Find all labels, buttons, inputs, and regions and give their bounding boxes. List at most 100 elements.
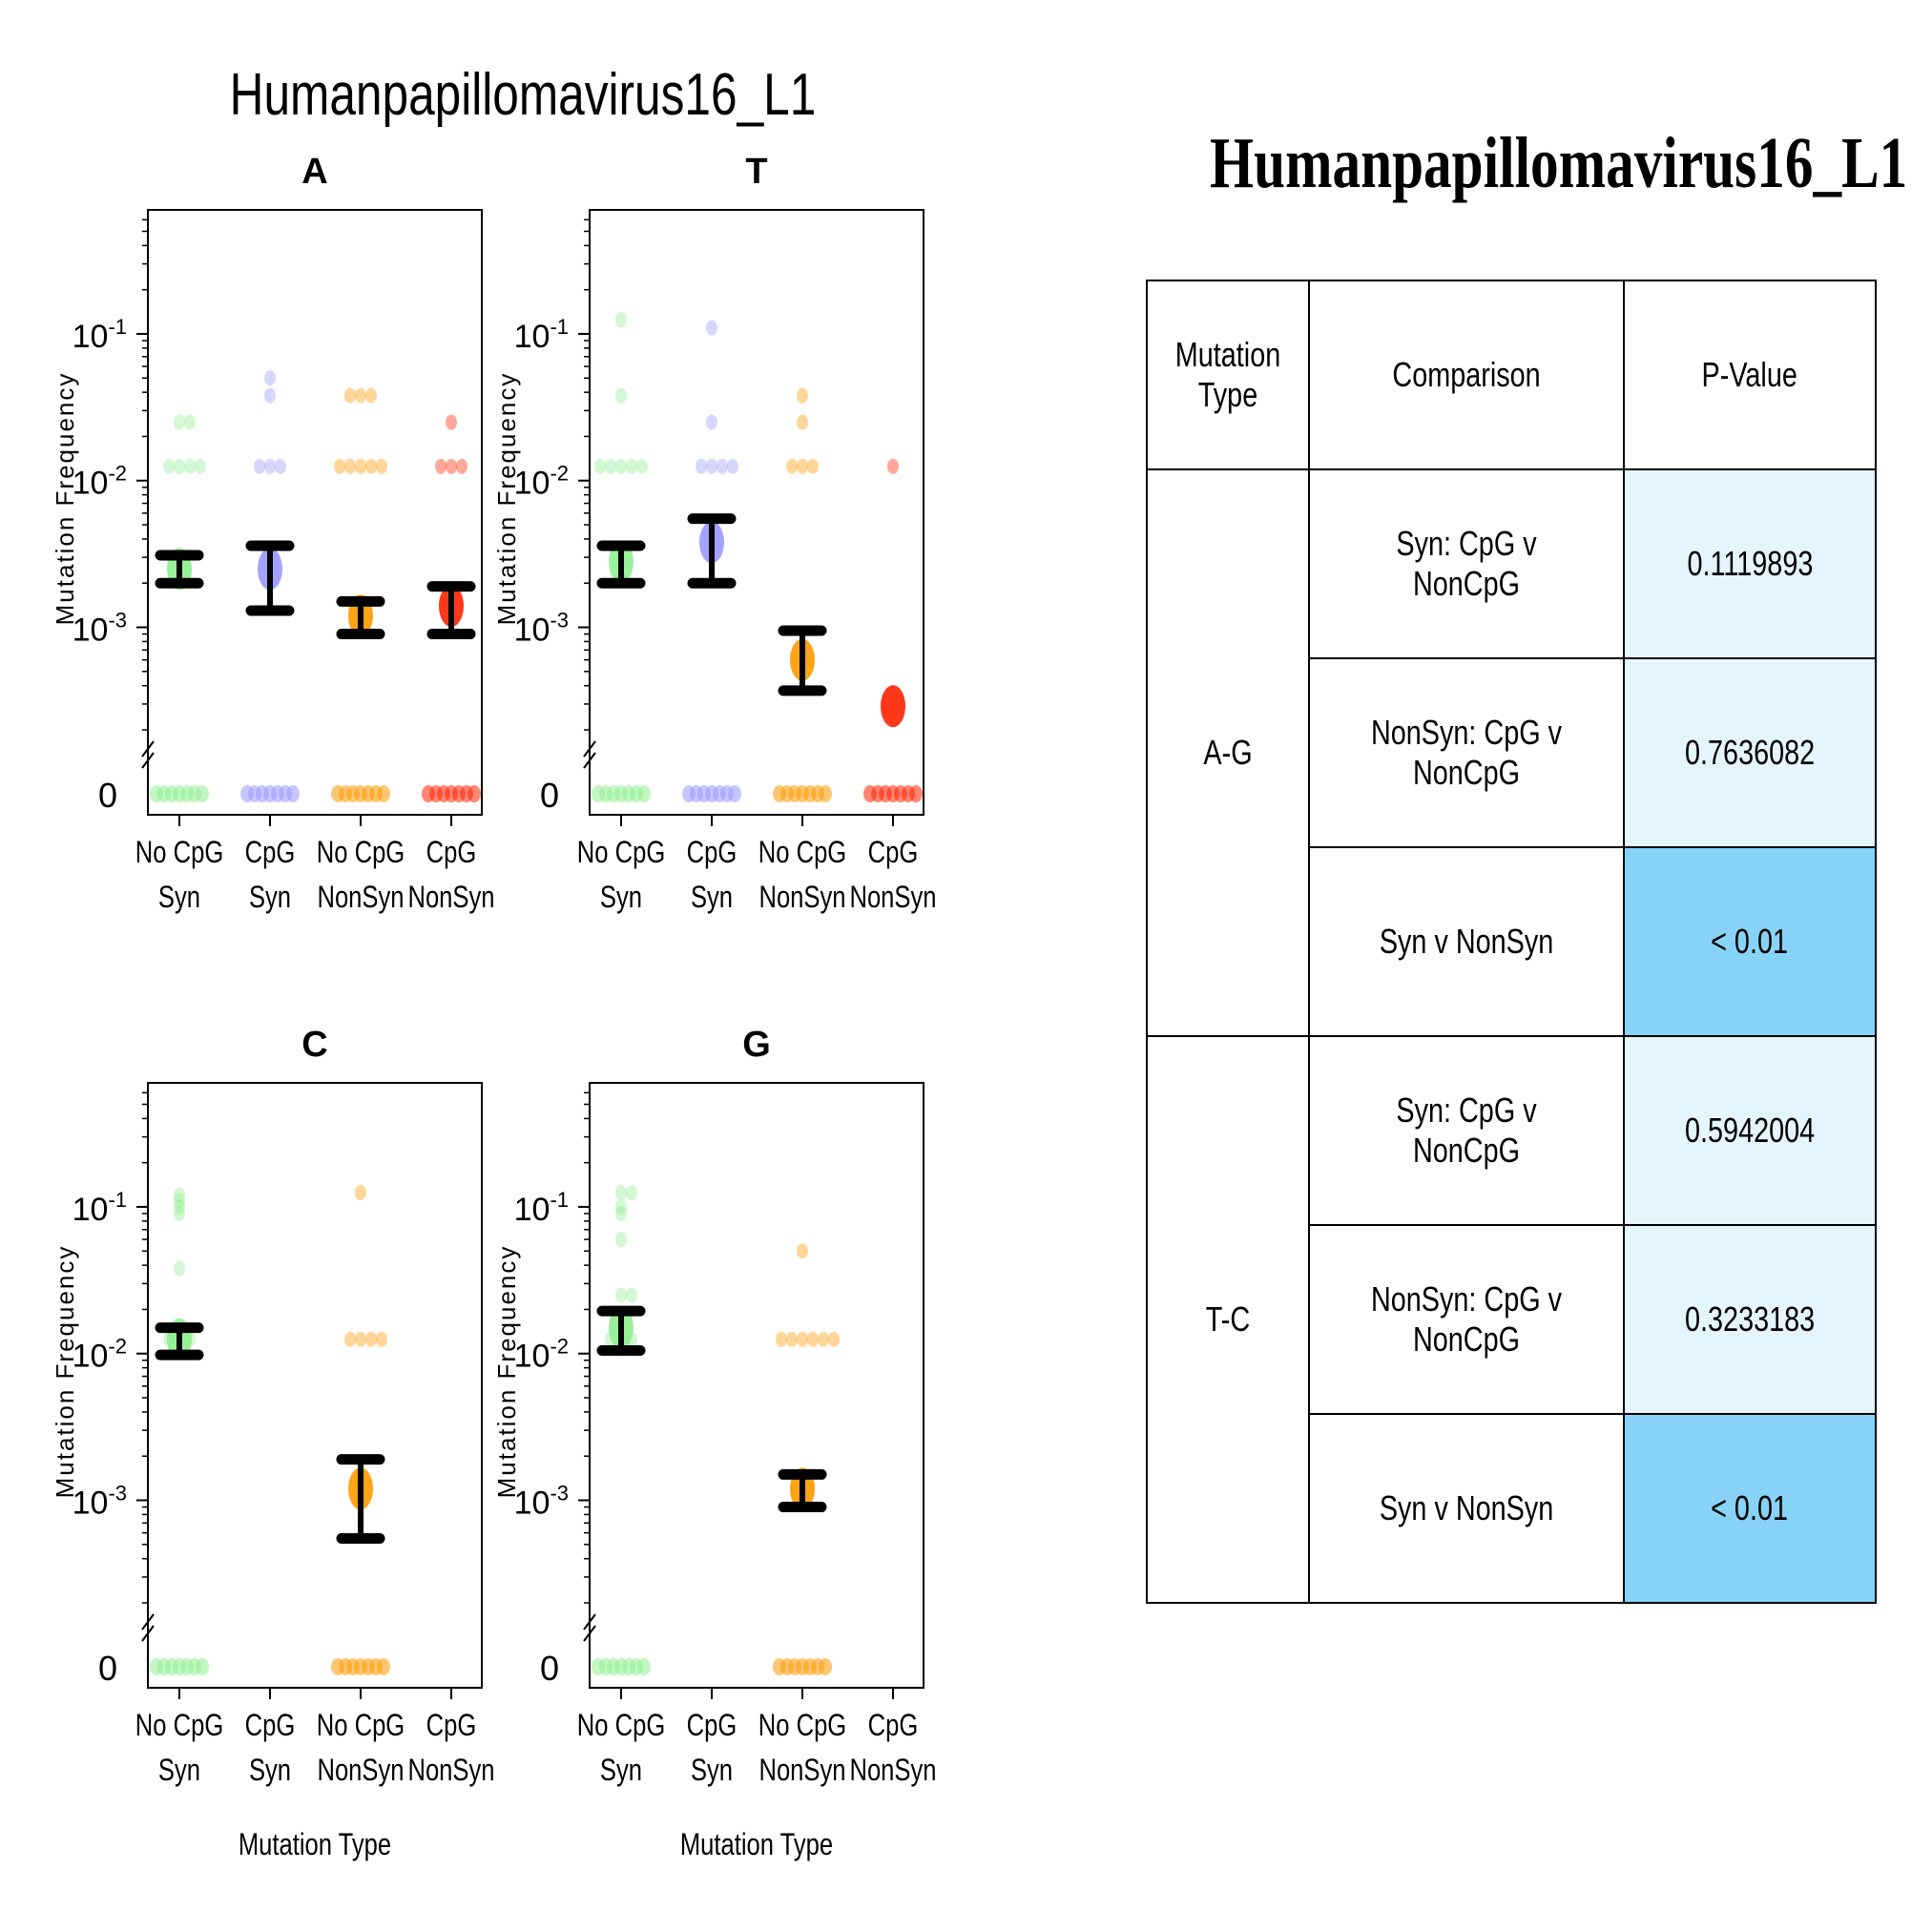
y-tick-label: 10-3 bbox=[514, 609, 569, 649]
data-point bbox=[376, 458, 387, 474]
table-row: NonSyn: CpG v NonCpG 0.3233183 bbox=[1147, 1224, 1877, 1415]
x-tick-label: No CpG bbox=[577, 836, 665, 869]
x-tick-label: Syn bbox=[249, 1754, 291, 1787]
data-point bbox=[446, 414, 457, 430]
y-tick-label: 10-1 bbox=[514, 1188, 569, 1228]
data-point bbox=[344, 1331, 356, 1347]
panel-c: C 10-1 10-2 10-3 0 Mutation Frequency No CpG Sy… bbox=[51, 1025, 495, 1862]
data-point bbox=[776, 1331, 787, 1347]
table-row: Syn v NonSyn < 0.01 bbox=[1147, 846, 1877, 1037]
y-tick-label: 10-3 bbox=[73, 1482, 127, 1522]
axis-break-mark bbox=[583, 1625, 596, 1642]
y-tick-label: 10-2 bbox=[73, 1335, 127, 1375]
data-point bbox=[275, 458, 286, 474]
data-point bbox=[797, 1331, 808, 1347]
y-tick-label: 10-2 bbox=[514, 1335, 569, 1375]
y-axis-label: Mutation Frequency bbox=[51, 372, 79, 626]
comparison-cell: Syn v NonSyn bbox=[1308, 846, 1625, 1037]
data-point bbox=[435, 458, 447, 474]
data-point bbox=[615, 1287, 627, 1303]
header-mutation-type: Mutation Type bbox=[1146, 280, 1310, 470]
data-point bbox=[706, 414, 717, 430]
zero-point bbox=[637, 785, 651, 802]
data-point bbox=[195, 458, 206, 474]
figure-title: Humanpapillomavirus16_L1 bbox=[230, 61, 817, 128]
zero-point bbox=[637, 1658, 651, 1675]
y-axis-label: Mutation Frequency bbox=[492, 1245, 521, 1499]
data-point bbox=[706, 458, 717, 474]
data-point bbox=[615, 387, 627, 404]
x-tick-label: NonSyn bbox=[317, 881, 404, 914]
x-tick-label: No CpG bbox=[135, 1709, 223, 1742]
y-zero-label: 0 bbox=[540, 1649, 559, 1688]
y-tick-label: 10-2 bbox=[514, 462, 569, 502]
data-point bbox=[615, 1185, 627, 1201]
data-point bbox=[807, 1331, 819, 1347]
data-point bbox=[615, 1205, 627, 1221]
panel-title: G bbox=[742, 1025, 771, 1065]
x-tick-label: No CpG bbox=[758, 836, 846, 869]
x-tick-label: NonSyn bbox=[407, 1754, 494, 1787]
data-point bbox=[626, 1185, 637, 1201]
x-tick-label: No CpG bbox=[577, 1709, 665, 1742]
p-value-cell: 0.1119893 bbox=[1623, 468, 1877, 659]
axis-break-mark bbox=[141, 740, 155, 758]
x-tick-label: Syn bbox=[158, 1754, 200, 1787]
y-tick-label: 10-3 bbox=[514, 1482, 569, 1522]
x-tick-label: CpG bbox=[426, 836, 477, 869]
zero-point bbox=[467, 785, 481, 802]
x-tick-label: Syn bbox=[691, 1754, 733, 1787]
y-tick-label: 10-1 bbox=[514, 315, 569, 355]
x-tick-label: No CpG bbox=[317, 836, 405, 869]
data-point bbox=[264, 458, 276, 474]
p-value-table: Mutation Type Comparison P-Value A-G Syn… bbox=[1146, 280, 1877, 1604]
data-point bbox=[344, 387, 356, 404]
table-row: T-C Syn: CpG v NonCpG 0.5942004 bbox=[1146, 1035, 1877, 1604]
data-point bbox=[355, 387, 366, 404]
data-point bbox=[626, 458, 637, 474]
data-point bbox=[355, 1331, 366, 1347]
data-point bbox=[797, 1243, 808, 1259]
data-point bbox=[605, 458, 616, 474]
data-point bbox=[174, 414, 185, 430]
y-tick-label: 10-1 bbox=[73, 315, 127, 355]
panel-title: C bbox=[301, 1025, 327, 1065]
data-point bbox=[696, 458, 707, 474]
x-tick-label: No CpG bbox=[758, 1709, 846, 1742]
y-axis-label: Mutation Frequency bbox=[492, 372, 521, 626]
axis-break-mark bbox=[141, 1613, 155, 1631]
comparison-cell: Syn: CpG v NonCpG bbox=[1308, 1035, 1625, 1226]
data-point bbox=[264, 370, 276, 386]
mean-marker bbox=[881, 685, 905, 728]
y-zero-label: 0 bbox=[98, 776, 117, 815]
x-tick-label: NonSyn bbox=[317, 1754, 404, 1787]
data-point bbox=[254, 458, 265, 474]
y-tick-label: 10-1 bbox=[73, 1188, 127, 1228]
data-point bbox=[636, 458, 648, 474]
data-point bbox=[355, 1185, 366, 1201]
data-point bbox=[828, 1331, 840, 1347]
data-point bbox=[344, 458, 356, 474]
data-point bbox=[163, 458, 175, 474]
x-tick-label: Syn bbox=[691, 881, 733, 914]
zero-point bbox=[377, 1658, 390, 1675]
data-point bbox=[615, 458, 627, 474]
y-zero-label: 0 bbox=[540, 776, 559, 815]
data-point bbox=[174, 1193, 185, 1209]
data-point bbox=[264, 387, 276, 404]
plot-frame bbox=[147, 209, 483, 816]
p-value-cell: < 0.01 bbox=[1623, 1413, 1877, 1604]
header-p-value: P-Value bbox=[1623, 280, 1877, 470]
data-point bbox=[615, 1198, 627, 1215]
comparison-cell: NonSyn: CpG v NonCpG bbox=[1308, 1224, 1625, 1415]
x-tick-label: NonSyn bbox=[758, 881, 845, 914]
axis-break-mark bbox=[141, 1625, 155, 1642]
data-point bbox=[365, 387, 377, 404]
panel-t: T 10-1 10-2 10-3 0 Mutation Frequency No CpG Sy… bbox=[492, 152, 937, 915]
zero-point bbox=[819, 1658, 832, 1675]
x-tick-label: NonSyn bbox=[758, 1754, 845, 1787]
y-axis-label: Mutation Frequency bbox=[51, 1245, 79, 1499]
data-point bbox=[717, 458, 728, 474]
zero-point bbox=[819, 785, 832, 802]
data-point bbox=[365, 1331, 377, 1347]
